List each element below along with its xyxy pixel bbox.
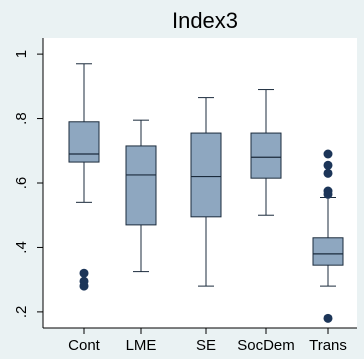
x-tick-label: Cont (68, 337, 101, 354)
x-tick-label: SocDem (237, 337, 295, 354)
y-axis-ticks: .2 .4 .6 .8 1 (13, 50, 43, 318)
y-tick-label: .6 (13, 177, 30, 190)
box-socdem (250, 89, 282, 216)
y-tick-label: .2 (13, 306, 30, 319)
y-tick-label: .8 (13, 112, 30, 125)
outlier-point (79, 281, 89, 291)
iqr-box (190, 132, 222, 218)
x-axis-ticks: Cont LME SE SocDem Trans (68, 328, 347, 354)
iqr-box (68, 121, 100, 163)
x-tick-label: LME (126, 337, 157, 354)
box-lme (125, 119, 157, 273)
box-series (68, 63, 344, 323)
x-tick-label: SE (196, 337, 216, 354)
iqr-box (312, 237, 344, 266)
box-trans (312, 149, 344, 323)
x-tick-label: Trans (309, 337, 347, 354)
iqr-box (125, 145, 157, 226)
outlier-point (323, 313, 333, 323)
y-tick-label: .4 (13, 241, 30, 254)
outlier-point (323, 160, 333, 170)
chart-title: Index3 (172, 8, 238, 33)
iqr-box (250, 132, 282, 179)
outlier-point (323, 189, 333, 199)
outlier-point (323, 168, 333, 178)
y-tick-label: 1 (13, 50, 30, 58)
box-se (190, 97, 222, 287)
outlier-point (323, 149, 333, 159)
box-cont (68, 63, 100, 291)
outlier-point (79, 268, 89, 278)
